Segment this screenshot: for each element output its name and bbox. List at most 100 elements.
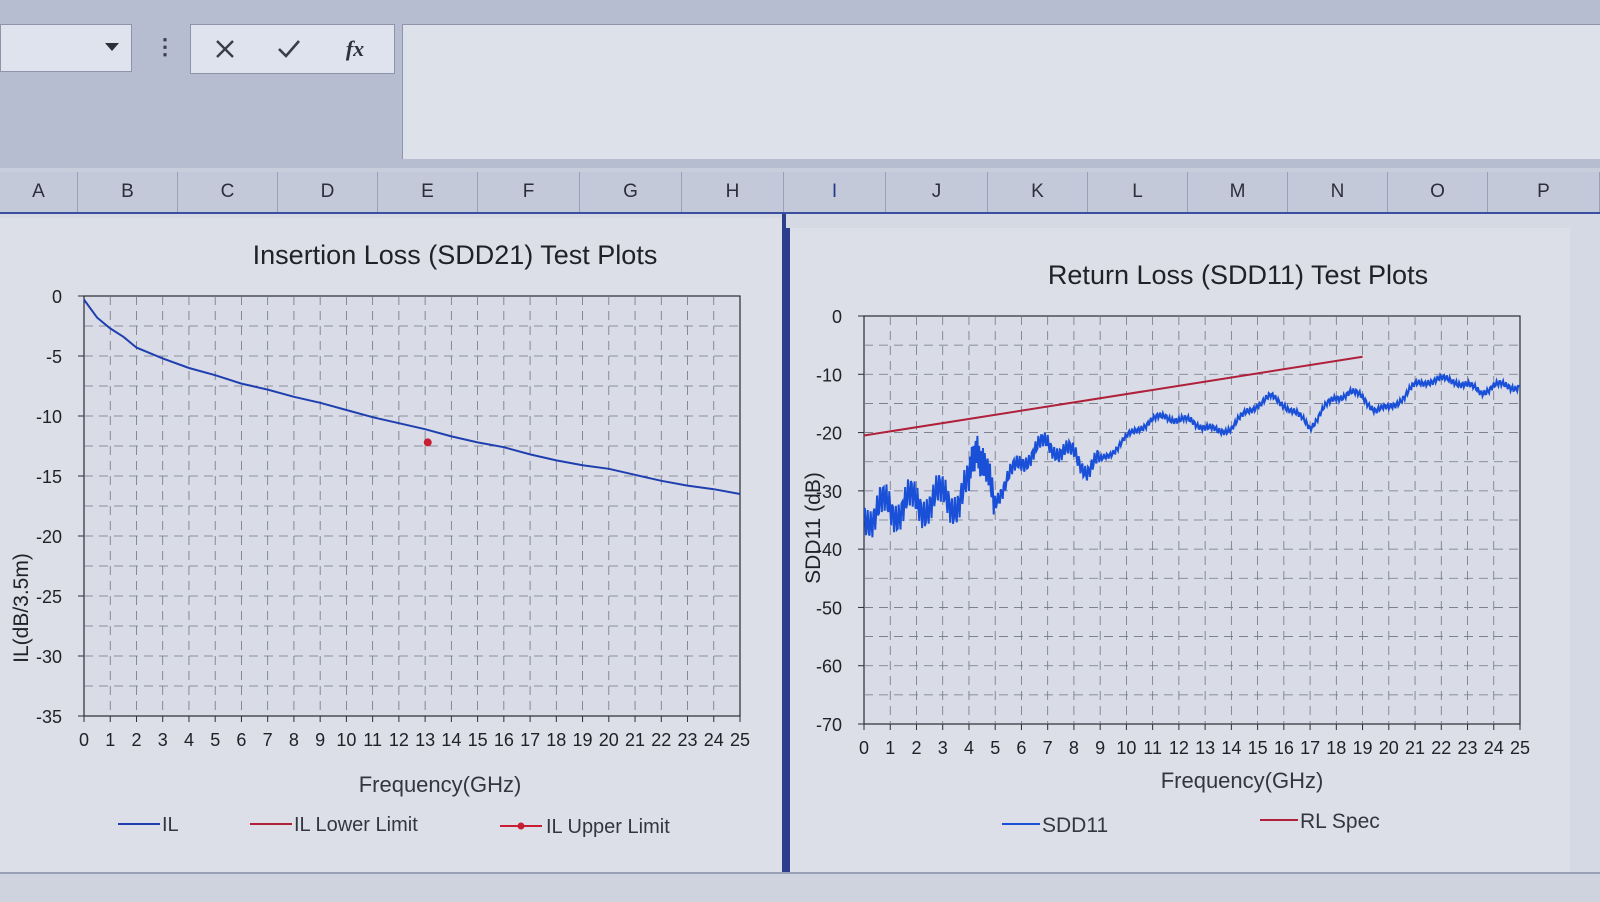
chart-legend: SDD11 RL Spec: [1002, 810, 1380, 837]
x-tick-label: 17: [520, 730, 540, 750]
x-tick-label: 4: [184, 730, 194, 750]
formula-bar-area: ⋮ fx: [0, 0, 1600, 168]
y-tick-label: -15: [36, 467, 62, 487]
x-tick-label: 1: [885, 738, 895, 758]
function-icon: fx: [345, 36, 365, 61]
y-tick-label: -40: [816, 540, 842, 560]
column-header-j[interactable]: J: [886, 172, 988, 212]
x-tick-label: 12: [389, 730, 409, 750]
y-tick-label: -20: [816, 424, 842, 444]
y-tick-label: -10: [816, 365, 842, 385]
column-header-g[interactable]: G: [580, 172, 682, 212]
legend-label-sdd11: SDD11: [1042, 814, 1108, 837]
x-tick-label: 7: [263, 730, 273, 750]
x-tick-label: 22: [651, 730, 671, 750]
y-axis-label: SDD11 (dB): [802, 472, 825, 584]
x-tick-label: 17: [1300, 738, 1320, 758]
y-tick-label: -30: [36, 647, 62, 667]
legend-marker-il-upper-limit: [517, 822, 525, 830]
column-header-h[interactable]: H: [682, 172, 784, 212]
close-icon: [216, 40, 234, 58]
x-tick-label: 20: [599, 730, 619, 750]
x-tick-label: 20: [1379, 738, 1399, 758]
x-tick-label: 13: [1195, 738, 1215, 758]
x-tick-label: 11: [1143, 738, 1162, 758]
legend-label-il: IL: [162, 814, 179, 836]
column-selection-border: [782, 214, 786, 900]
x-tick-label: 10: [336, 730, 356, 750]
more-vertical-icon[interactable]: ⋮: [154, 34, 176, 59]
x-tick-label: 15: [468, 730, 488, 750]
x-tick-label: 9: [1095, 738, 1105, 758]
x-axis-label: Frequency(GHz): [1161, 768, 1324, 793]
return-loss-chart[interactable]: Return Loss (SDD11) Test Plots 0 -10 -20 -3…: [786, 228, 1570, 878]
enter-button[interactable]: [269, 33, 309, 65]
legend-label-il-lower-limit: IL Lower Limit: [294, 814, 418, 836]
x-tick-label: 23: [678, 730, 698, 750]
plot-grid: [863, 315, 1521, 725]
x-tick-label: 13: [415, 730, 435, 750]
y-tick-label: -5: [46, 347, 62, 367]
column-header-o[interactable]: O: [1388, 172, 1488, 212]
series-line-sdd11: [863, 372, 1521, 538]
column-header-p[interactable]: P: [1488, 172, 1600, 212]
column-header-b[interactable]: B: [78, 172, 178, 212]
series-point-il-upper-limit: [423, 438, 432, 447]
check-icon: [278, 40, 300, 58]
chart-title: Return Loss (SDD11) Test Plots: [1048, 260, 1428, 290]
y-tick-label: -60: [816, 657, 842, 677]
x-tick-label: 18: [1326, 738, 1346, 758]
y-tick-label: 0: [832, 307, 842, 327]
column-header-l[interactable]: L: [1088, 172, 1188, 212]
x-tick-label: 9: [315, 730, 325, 750]
x-tick-label: 22: [1431, 738, 1451, 758]
y-tick-label: -70: [816, 715, 842, 735]
legend-label-rl-spec: RL Spec: [1300, 810, 1380, 833]
x-tick-label: 16: [1274, 738, 1294, 758]
x-tick-label: 16: [494, 730, 514, 750]
series-line-rl-spec: [863, 355, 1363, 437]
insert-function-button[interactable]: fx: [335, 33, 375, 65]
x-tick-label: 7: [1043, 738, 1053, 758]
y-tick-label: -25: [36, 587, 62, 607]
column-header-e[interactable]: E: [378, 172, 478, 212]
x-tick-label: 4: [964, 738, 974, 758]
x-tick-label: 10: [1116, 738, 1136, 758]
column-header-m[interactable]: M: [1188, 172, 1288, 212]
column-header-a[interactable]: A: [0, 172, 78, 212]
x-tick-label: 19: [573, 730, 593, 750]
column-header-f[interactable]: F: [478, 172, 580, 212]
x-tick-label: 21: [625, 730, 645, 750]
x-tick-label: 18: [546, 730, 566, 750]
column-header-i[interactable]: I: [784, 172, 886, 212]
x-tick-label: 5: [210, 730, 220, 750]
column-header-c[interactable]: C: [178, 172, 278, 212]
column-header-k[interactable]: K: [988, 172, 1088, 212]
x-tick-label: 8: [1069, 738, 1079, 758]
cancel-button[interactable]: [205, 33, 245, 65]
x-axis-ticks: 0 1 2 3 4 5 6 7 8 9 10 11 12 13 14 15 16 17 18 19 20 21 22 23 24…: [79, 716, 750, 750]
legend-label-il-upper-limit: IL Upper Limit: [546, 816, 670, 838]
x-tick-label: 5: [990, 738, 1000, 758]
y-axis-label: IL(dB/3.5m): [10, 553, 33, 663]
column-headers: A B C D E F G H I J K L M N O P: [0, 172, 1600, 214]
column-header-d[interactable]: D: [278, 172, 378, 212]
column-header-n[interactable]: N: [1288, 172, 1388, 212]
x-tick-label: 21: [1405, 738, 1425, 758]
y-tick-label: 0: [52, 287, 62, 307]
chevron-down-icon[interactable]: [105, 43, 119, 51]
x-tick-label: 14: [1221, 738, 1241, 758]
x-tick-label: 23: [1458, 738, 1478, 758]
x-tick-label: 24: [1484, 738, 1504, 758]
x-tick-label: 24: [704, 730, 724, 750]
name-box[interactable]: [0, 24, 132, 72]
x-tick-label: 12: [1169, 738, 1189, 758]
x-tick-label: 0: [859, 738, 869, 758]
formula-input[interactable]: [402, 24, 1600, 159]
y-tick-label: -30: [816, 482, 842, 502]
x-tick-label: 19: [1353, 738, 1373, 758]
x-tick-label: 25: [1510, 738, 1530, 758]
x-tick-label: 3: [158, 730, 168, 750]
formula-button-group: fx: [190, 24, 395, 74]
insertion-loss-chart[interactable]: Insertion Loss (SDD21) Test Plots 0 -5 -10…: [0, 218, 782, 878]
